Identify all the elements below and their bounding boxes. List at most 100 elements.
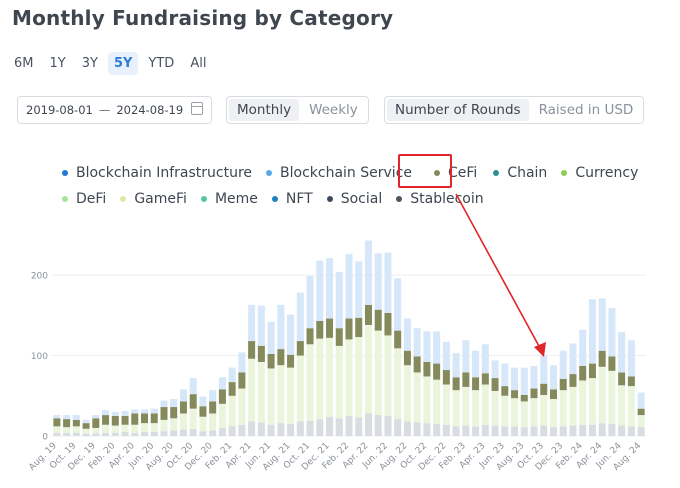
bar-segment [452,377,460,391]
bar-segment [462,372,470,387]
bar-segment [384,312,392,336]
bar-segment [433,379,441,424]
bar-segment [433,331,441,364]
bar-segment [150,413,158,424]
legend-chain[interactable]: Chain [491,165,547,181]
y-tick-label: 200 [31,272,48,282]
legend-defi[interactable]: DeFi [60,191,106,207]
bar-segment [131,432,139,436]
legend-currency[interactable]: Currency [559,165,638,181]
bar-segment [472,426,480,436]
bar-segment [170,418,178,431]
bar-segment [316,419,324,436]
metric-toggle: Number of Rounds Raised in USD [384,96,645,124]
legend-stablecoin[interactable]: Stablecoin [394,191,484,207]
bar-segment [277,365,285,424]
bar-segment [306,328,314,345]
legend-dot [434,170,440,176]
bar-segment [63,432,71,436]
arrow-line [455,193,541,349]
bar-segment [472,350,480,378]
bar-segment [141,423,149,432]
bar-segment [82,423,90,429]
bar-segment [218,403,226,428]
bar-segment [355,417,363,436]
range-5y[interactable]: 5Y [107,52,139,75]
usd-option[interactable]: Raised in USD [538,102,634,118]
legend-dot [326,196,333,202]
bar-segment [326,318,334,338]
bar-segment [326,337,334,417]
bar-segment [141,431,149,436]
bar-segment [462,425,470,436]
bar-segment [316,260,324,321]
bar-segment [579,380,587,425]
legend-blockchain-infrastructure[interactable]: Blockchain Infrastructure [60,165,252,181]
bar-segment [160,419,168,432]
range-1y[interactable]: 1Y [49,56,66,71]
rounds-option[interactable]: Number of Rounds [387,99,529,121]
bar-segment [72,426,80,433]
legend-nft[interactable]: NFT [270,191,313,207]
range-6m[interactable]: 6M [14,56,34,71]
bar-segment [588,363,596,379]
range-ytd[interactable]: YTD [148,56,175,71]
bar-segment [170,430,178,436]
legend-cefi[interactable]: CeFi [432,165,477,181]
legend-dot [271,196,278,202]
bar-segment [335,418,343,436]
bar-segment [501,395,509,427]
bar-segment [481,373,489,385]
legend-dot [120,196,127,202]
bar-segment [170,398,178,408]
legend-dot [266,170,273,176]
bar-segment [179,401,187,414]
bar-segment [559,350,567,379]
bar-segment [228,395,236,427]
bar-segment [520,427,528,436]
bar-segment [423,331,431,362]
legend-dot [200,196,207,202]
range-all[interactable]: All [190,56,207,71]
bar-segment [403,365,411,422]
range-3y[interactable]: 3Y [81,56,98,71]
bar-segment [160,407,168,420]
legend-meme[interactable]: Meme [199,191,258,207]
bar-segment [442,384,450,425]
bar-segment [296,341,304,356]
bar-segment [413,328,421,357]
bar-segment [345,415,353,436]
bar-segment [63,419,71,428]
bar-segment [608,423,616,436]
bar-segment [364,324,372,414]
bar-segment [131,424,139,433]
weekly-option[interactable]: Weekly [309,102,358,118]
date-range-picker[interactable]: 2019-08-01 — 2024-08-19 [17,96,212,124]
bar-segment [150,408,158,414]
bar-segment [248,421,256,436]
legend-social[interactable]: Social [325,191,382,207]
bar-segment [228,367,236,383]
calendar-icon[interactable] [191,102,203,115]
legend-gamefi[interactable]: GameFi [118,191,187,207]
bar-segment [520,401,528,428]
bar-segment [627,376,635,387]
legend-blockchain-service[interactable]: Blockchain Service [264,165,412,181]
bar-segment [238,372,246,389]
monthly-option[interactable]: Monthly [229,99,300,121]
bar-segment [150,423,158,432]
bar-segment [394,419,402,436]
bar-segment [588,424,596,436]
bar-segment [608,308,616,357]
bar-segment [355,337,363,418]
bar-segment [384,415,392,436]
bar-segment [111,425,119,433]
bar-segment [296,292,304,342]
bar-segment [618,385,626,426]
bar-segment [160,400,168,408]
bar-segment [501,426,509,436]
bar-segment [452,390,460,427]
bar-segment [637,427,645,436]
bar-segment [199,416,207,432]
